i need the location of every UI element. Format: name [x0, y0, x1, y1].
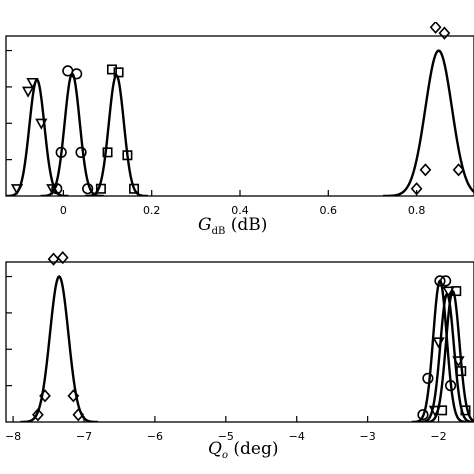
- data-point-diamond: [39, 389, 51, 403]
- x-tick-label: 0.8: [408, 204, 426, 217]
- data-point-diamond: [56, 251, 69, 265]
- series-diamond: [383, 22, 474, 196]
- data-point-circle: [51, 183, 63, 195]
- data-point-triangle-down: [432, 337, 445, 349]
- data-point-square: [451, 286, 462, 297]
- data-point-diamond: [410, 182, 423, 196]
- data-point-square: [95, 183, 106, 194]
- data-point-diamond: [32, 408, 44, 422]
- data-point-square: [113, 67, 124, 78]
- x-axis-label-subscript: o: [222, 450, 228, 461]
- gaussian-fit-curve-triangle-down: [6, 78, 69, 196]
- x-tick-label: 0.6: [320, 204, 338, 217]
- series-triangle-down: [418, 286, 474, 422]
- data-point-square: [437, 405, 448, 416]
- gaussian-fit-curve-diamond: [383, 49, 474, 196]
- plot-frame: [5, 35, 474, 197]
- data-point-diamond: [438, 26, 451, 40]
- data-point-square: [106, 64, 117, 75]
- series-diamond: [20, 251, 98, 422]
- data-point-circle: [82, 183, 94, 195]
- series-circle: [411, 275, 469, 422]
- x-tick-label: −2: [430, 430, 446, 443]
- series-square: [84, 64, 148, 196]
- x-tick-label: 0: [60, 204, 67, 217]
- data-point-circle: [440, 275, 452, 287]
- data-point-triangle-down: [26, 77, 39, 89]
- series-triangle-down: [6, 77, 69, 196]
- data-point-triangle-down: [10, 184, 24, 196]
- gaussian-fit-curve-square: [84, 73, 148, 196]
- bottom-panel-qo: −8 −7 −6 −5 −4 −3 −2 Qo (deg): [5, 251, 474, 461]
- data-point-diamond: [452, 163, 465, 177]
- data-point-diamond: [47, 252, 60, 266]
- data-point-square: [456, 366, 467, 377]
- series-square: [424, 286, 474, 422]
- data-point-diamond: [67, 389, 80, 403]
- x-tick-label: −3: [360, 430, 376, 443]
- data-point-square: [102, 147, 113, 158]
- data-point-circle: [422, 372, 434, 384]
- data-point-square: [122, 150, 133, 161]
- x-axis-label-symbol: Q: [208, 439, 222, 459]
- series-circle: [40, 65, 104, 196]
- data-point-diamond: [429, 22, 442, 34]
- data-point-circle: [434, 275, 446, 287]
- x-tick-label: −7: [76, 430, 92, 443]
- x-tick-label: 0.4: [231, 204, 249, 217]
- x-axis-label: Qo (deg): [208, 439, 278, 461]
- data-point-diamond: [72, 408, 85, 422]
- gaussian-fit-curve-diamond: [20, 275, 98, 422]
- data-point-square: [460, 405, 471, 416]
- x-axis-label-symbol: G: [198, 215, 212, 235]
- x-tick-label: 0.2: [143, 204, 161, 217]
- data-point-circle: [55, 146, 67, 158]
- top-panel-gdb: 0 0.2 0.4 0.6 0.8 GdB (dB): [5, 22, 474, 237]
- data-point-square: [129, 183, 140, 194]
- x-tick-label: −5: [218, 430, 234, 443]
- data-point-circle: [445, 380, 457, 392]
- data-point-triangle-down: [21, 86, 35, 98]
- data-point-circle: [417, 409, 429, 421]
- data-point-circle: [75, 146, 87, 158]
- x-axis-label-unit: (dB): [225, 215, 267, 235]
- x-tick-label: −4: [289, 430, 305, 443]
- data-point-circle: [71, 68, 83, 80]
- x-tick-label: −6: [147, 430, 163, 443]
- x-axis-label-subscript: dB: [212, 226, 226, 237]
- x-axis-label-unit: (deg): [228, 439, 279, 459]
- x-axis-label: GdB (dB): [198, 215, 267, 237]
- data-point-triangle-down: [35, 118, 48, 130]
- x-tick-label: −8: [5, 430, 21, 443]
- plot-frame: [5, 261, 474, 423]
- data-point-diamond: [419, 163, 432, 177]
